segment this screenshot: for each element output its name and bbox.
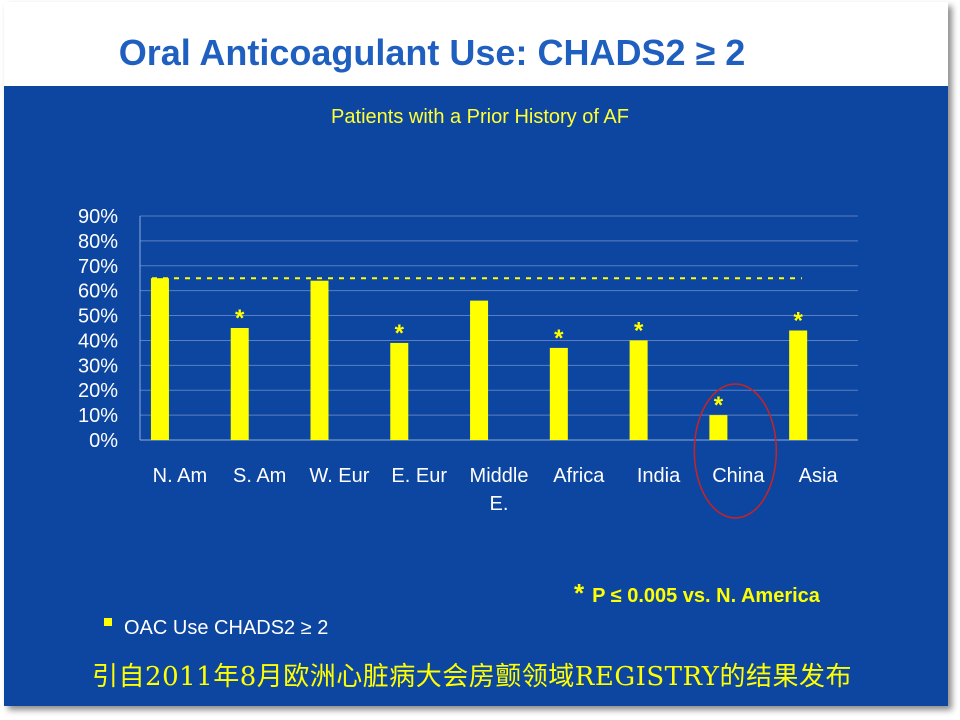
y-tick-label: 0%: [89, 430, 118, 452]
y-tick-label: 10%: [78, 405, 118, 427]
y-tick-label: 40%: [78, 330, 118, 352]
x-tick-label: Africa: [553, 465, 605, 487]
x-tick-label: India: [637, 465, 681, 487]
x-tick-label: N. Am: [153, 465, 207, 487]
title-bar: Oral Anticoagulant Use: CHADS2 ≥ 2: [4, 2, 948, 86]
legend-swatch: [104, 618, 112, 626]
significance-star: *: [235, 305, 245, 332]
x-tick-label: E. Eur: [391, 465, 447, 487]
footnote-star: *: [574, 578, 585, 608]
bar: [709, 415, 728, 440]
chart-subtitle: Patients with a Prior History of AF: [331, 106, 629, 128]
highlight-ellipse: [693, 383, 778, 519]
bar: [150, 278, 169, 440]
significance-star: *: [793, 307, 803, 334]
significance-star: *: [395, 320, 405, 347]
y-tick-label: 30%: [78, 355, 118, 377]
bar: [470, 300, 489, 440]
source-caption: 引自2011年8月欧洲心脏病大会房颤领域REGISTRY的结果发布: [92, 662, 852, 692]
footnote-text: P ≤ 0.005 vs. N. America: [592, 585, 820, 607]
y-tick-label: 90%: [78, 206, 118, 228]
x-tick-label: Middle: [470, 465, 529, 487]
x-tick-label: E.: [490, 493, 509, 515]
y-tick-label: 60%: [78, 281, 118, 303]
y-tick-label: 70%: [78, 256, 118, 278]
x-tick-label: China: [712, 465, 765, 487]
bar: [230, 328, 249, 440]
y-tick-label: 50%: [78, 306, 118, 328]
bar: [789, 330, 808, 440]
x-tick-label: W. Eur: [309, 465, 369, 487]
bar: [390, 342, 409, 440]
significance-star: *: [634, 317, 644, 344]
significance-star: *: [714, 392, 724, 419]
bar: [549, 347, 568, 440]
legend-label: OAC Use CHADS2 ≥ 2: [124, 617, 329, 639]
slide-title: Oral Anticoagulant Use: CHADS2 ≥ 2: [118, 32, 746, 73]
y-tick-label: 20%: [78, 380, 118, 402]
x-tick-label: Asia: [799, 465, 839, 487]
y-tick-label: 80%: [78, 231, 118, 253]
significance-star: *: [554, 325, 564, 352]
bar: [310, 280, 329, 440]
x-tick-label: S. Am: [233, 465, 286, 487]
bar: [629, 340, 648, 440]
footnote: * P ≤ 0.005 vs. N. America: [574, 578, 820, 609]
legend: OAC Use CHADS2 ≥ 2: [104, 617, 328, 640]
